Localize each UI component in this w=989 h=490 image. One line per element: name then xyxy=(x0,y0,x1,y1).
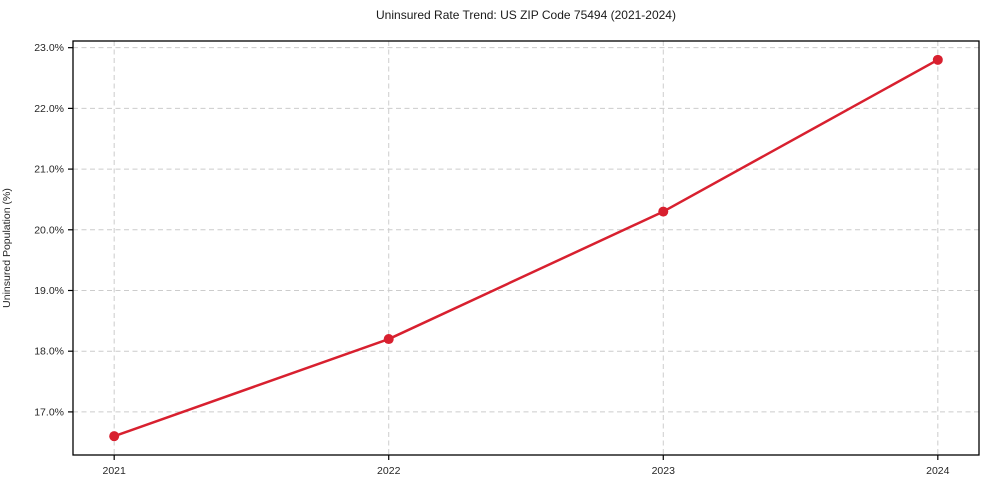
y-tick-label: 22.0% xyxy=(34,103,64,115)
y-tick-label: 17.0% xyxy=(34,406,64,418)
x-tick-label: 2022 xyxy=(377,465,401,477)
chart-title: Uninsured Rate Trend: US ZIP Code 75494 … xyxy=(376,8,676,22)
plot-border xyxy=(72,40,980,456)
x-tick-label: 2021 xyxy=(103,465,127,477)
x-tick-label: 2024 xyxy=(926,465,950,477)
data-point-marker xyxy=(932,54,943,65)
y-tick-label: 21.0% xyxy=(34,164,64,176)
y-tick-label: 18.0% xyxy=(34,346,64,358)
x-tick-label: 2023 xyxy=(652,465,676,477)
y-tick-label: 20.0% xyxy=(34,224,64,236)
data-point-marker xyxy=(109,431,120,442)
data-point-marker xyxy=(383,334,394,345)
y-tick-label: 19.0% xyxy=(34,285,64,297)
series-line xyxy=(112,58,940,438)
data-point-marker xyxy=(658,206,669,217)
y-tick-label: 23.0% xyxy=(34,42,64,54)
